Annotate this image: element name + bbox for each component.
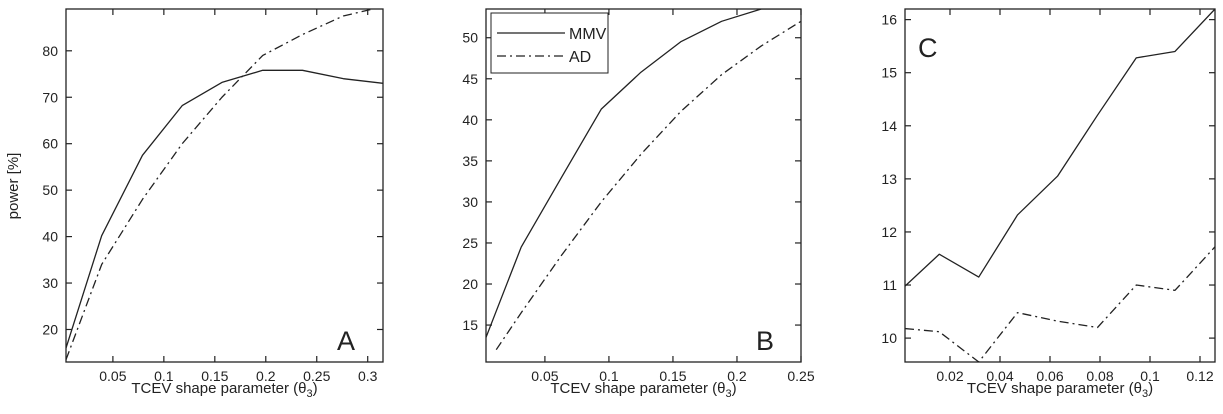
panel-b-x-tick-label: 0.15	[659, 368, 686, 384]
panel-b-letter: B	[756, 326, 774, 356]
panel-a-letter: A	[337, 326, 355, 356]
legend: MMV AD	[490, 12, 609, 74]
panel-a-x-axis-label: TCEV shape parameter (θ3)	[131, 380, 317, 400]
panel-c-y-tick-label: 14	[881, 118, 897, 134]
panel-c-y-ticks: 10 11 12 13 14 15 16	[881, 12, 1215, 346]
theta-subscript: 3	[306, 388, 312, 400]
x-axis-label-text: TCEV shape parameter	[131, 380, 289, 397]
panel-a-x-ticks: 0.05 0.1 0.15 0.2 0.25 0.3	[99, 9, 378, 384]
x-axis-label-text: TCEV shape parameter	[550, 380, 708, 397]
panel-b-x-ticks: 0.05 0.1 0.15 0.2 0.25	[531, 9, 815, 384]
panel-a-x-tick-label: 0.25	[303, 368, 330, 384]
panel-c: 0.02 0.04 0.06 0.08 0.1 0.12 10 11 12 13 14 15 16 T…	[881, 8, 1216, 400]
panel-b-lines	[486, 9, 801, 351]
panel-c-y-tick-label: 16	[881, 12, 897, 28]
panel-b-x-tick-label: 0.05	[531, 368, 558, 384]
panel-c-x-tick-label: 0.08	[1086, 368, 1113, 384]
panel-a-series-mmv-line	[66, 69, 383, 349]
panel-b-y-tick-label: 40	[462, 112, 478, 128]
panel-c-frame	[904, 8, 1216, 363]
panel-a-y-tick-label: 80	[42, 43, 58, 59]
panel-c-x-tick-label: 0.1	[1140, 368, 1160, 384]
panel-b-x-tick-label: 0.2	[727, 368, 747, 384]
panel-a-x-tick-label: 0.2	[256, 368, 276, 384]
theta-symbol: θ	[298, 380, 306, 397]
legend-label-mmv: MMV	[569, 26, 607, 43]
theta-symbol: θ	[1134, 380, 1142, 397]
panel-a-x-tick-label: 0.05	[99, 368, 126, 384]
panel-c-y-tick-label: 11	[882, 277, 897, 293]
panel-a-y-tick-label: 60	[42, 136, 58, 152]
panel-b-y-tick-label: 15	[462, 317, 478, 333]
panel-c-x-ticks: 0.02 0.04 0.06 0.08 0.1 0.12	[936, 9, 1214, 384]
panel-b-series-mmv-line	[486, 9, 801, 338]
panel-a-y-tick-label: 50	[42, 182, 58, 198]
panel-a-y-tick-label: 40	[42, 229, 58, 245]
panel-a-y-tick-label: 30	[42, 275, 58, 291]
panel-a-y-tick-label: 70	[42, 89, 58, 105]
panel-b-x-tick-label: 0.1	[599, 368, 619, 384]
panel-c-x-axis-label: TCEV shape parameter (θ3)	[967, 380, 1153, 400]
panel-c-y-tick-label: 12	[881, 224, 897, 240]
panel-b-y-tick-label: 25	[462, 235, 478, 251]
panel-b-y-ticks: 15 20 25 30 35 40 45 50	[462, 30, 801, 333]
x-axis-label-text: TCEV shape parameter	[967, 380, 1125, 397]
panel-b-y-tick-label: 20	[462, 276, 478, 292]
panel-a-y-ticks: 20 30 40 50 60 70 80	[42, 43, 383, 337]
panel-b-y-tick-label: 35	[462, 153, 478, 169]
panel-a-lines	[66, 9, 383, 360]
panel-c-x-tick-label: 0.02	[936, 368, 963, 384]
panel-c-series-mmv-line	[905, 9, 1215, 287]
panel-c-x-tick-label: 0.12	[1186, 368, 1213, 384]
panel-c-x-tick-label: 0.06	[1036, 368, 1063, 384]
panel-a-y-axis-label: power [%]	[5, 153, 22, 220]
panel-a-frame	[65, 8, 384, 363]
panel-c-letter: C	[918, 33, 938, 63]
panel-b-x-tick-label: 0.25	[787, 368, 814, 384]
theta-subscript: 3	[1142, 388, 1148, 400]
panel-c-x-tick-label: 0.04	[986, 368, 1013, 384]
panel-c-y-tick-label: 15	[881, 65, 897, 81]
panel-c-y-tick-label: 10	[881, 330, 897, 346]
legend-label-ad: AD	[569, 49, 591, 66]
panel-b-x-axis-label: TCEV shape parameter (θ3)	[550, 380, 736, 400]
panel-b-y-tick-label: 50	[462, 30, 478, 46]
panel-c-series-ad-line	[905, 246, 1215, 362]
panel-a-x-tick-label: 0.3	[358, 368, 378, 384]
panel-b-y-tick-label: 30	[462, 194, 478, 210]
panel-b-frame	[485, 8, 802, 363]
legend-box	[490, 12, 609, 74]
panel-a: 0.05 0.1 0.15 0.2 0.25 0.3 20 30 40 50 60 70 80 TCE…	[5, 8, 384, 400]
panel-b: 0.05 0.1 0.15 0.2 0.25 15 20 25 30 35 40 45 50 TCEV…	[462, 8, 815, 400]
panel-a-x-tick-label: 0.15	[201, 368, 228, 384]
theta-symbol: θ	[717, 380, 725, 397]
theta-subscript: 3	[725, 388, 731, 400]
panel-a-series-ad-line	[66, 9, 376, 360]
panel-a-y-tick-label: 20	[42, 321, 58, 337]
panel-c-lines	[905, 9, 1215, 362]
panel-b-y-tick-label: 45	[462, 71, 478, 87]
panel-c-y-tick-label: 13	[881, 171, 897, 187]
panel-a-x-tick-label: 0.1	[154, 368, 174, 384]
